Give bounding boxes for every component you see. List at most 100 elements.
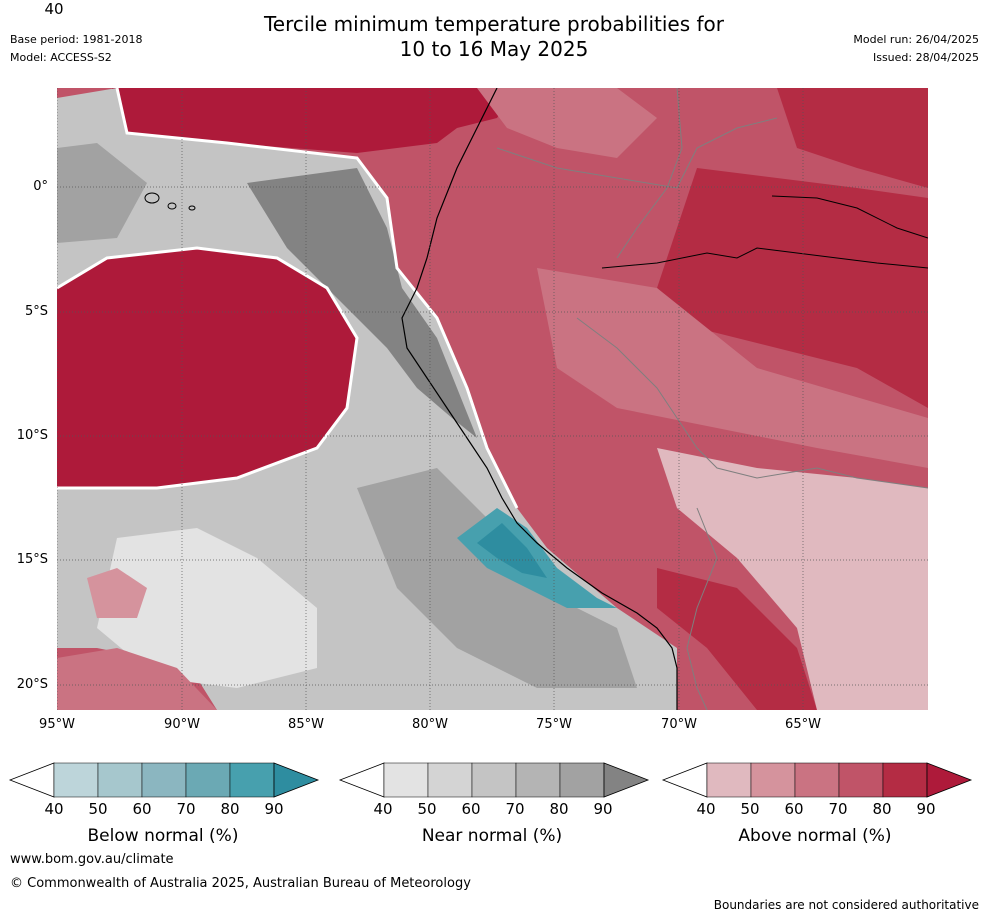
colorbars-svg (8, 762, 973, 798)
region-above-60-70-north (477, 88, 657, 158)
cbar2-tick-90: 90 (916, 800, 936, 818)
cbar0-tick-40: 40 (44, 800, 64, 818)
cbar2-tick-50: 50 (740, 800, 760, 818)
colorbar-min-arrow (661, 762, 708, 798)
lon-label-75w: 75°W (536, 717, 572, 732)
cbar2-tick-80: 80 (872, 800, 892, 818)
region-near-80-galapagos (57, 143, 147, 243)
lon-label-85w: 85°W (288, 717, 324, 732)
lat-label-15s: 15°S (16, 552, 48, 567)
region-above-altiplano (657, 568, 817, 710)
cbar1-tick-90: 90 (593, 800, 613, 818)
cbar1-tick-40: 40 (373, 800, 393, 818)
cbar2-tick-70: 70 (828, 800, 848, 818)
cbar-title-near: Near normal (%) (421, 826, 563, 846)
cbar1-tick-80: 80 (549, 800, 569, 818)
colorbar-segment (559, 762, 605, 798)
region-above-patch (87, 568, 147, 618)
lat-label-20s: 20°S (16, 677, 48, 692)
title-line-2: 10 to 16 May 2025 (399, 37, 589, 61)
region-above-amazon (657, 168, 928, 408)
region-above-west (57, 248, 357, 488)
cbar2-tick-40: 40 (696, 800, 716, 818)
model-run: Model run: 26/04/2025 (853, 33, 979, 46)
border-1 (496, 117, 778, 189)
cbar0-tick-80: 80 (220, 800, 240, 818)
probability-map (57, 88, 928, 710)
lat-label-0: 0° (33, 179, 48, 194)
colorbar-segment (97, 762, 143, 798)
colorbar-segment (515, 762, 561, 798)
lon-label-65w: 65°W (785, 717, 821, 732)
copyright-text: © Commonwealth of Australia 2025, Austra… (10, 876, 471, 891)
region-near-90 (247, 168, 477, 438)
model-name: Model: ACCESS-S2 (10, 51, 112, 64)
colorbar-segment (882, 762, 928, 798)
colorbar-segment (427, 762, 473, 798)
cbar-title-above: Above normal (%) (738, 826, 892, 846)
colorbar-segment (53, 762, 99, 798)
cbar1-tick-50: 50 (417, 800, 437, 818)
colorbar-segment (383, 762, 429, 798)
boundary-contour-north (115, 88, 519, 509)
cbar0-tick: 40 (44, 0, 64, 18)
galapagos-island-1 (144, 192, 160, 204)
galapagos-island-3 (188, 205, 196, 211)
cbar0-tick-70: 70 (176, 800, 196, 818)
river-outline-2 (771, 195, 928, 239)
colorbar-below-normal (8, 762, 320, 798)
map-svg (57, 88, 928, 710)
region-near-80-south (357, 468, 637, 688)
map-title: Tercile minimum temperature probabilitie… (0, 12, 988, 62)
cbar0-tick-90: 90 (264, 800, 284, 818)
cbar0-tick-50: 50 (88, 800, 108, 818)
cbar-title-below: Below normal (%) (87, 826, 239, 846)
colorbar-max-arrow (926, 762, 973, 798)
base-period: Base period: 1981-2018 (10, 33, 143, 46)
colorbar-segment (794, 762, 840, 798)
lon-label-90w: 90°W (164, 717, 200, 732)
gridlines (57, 88, 928, 710)
cbar1-tick-60: 60 (461, 800, 481, 818)
colorbar-segment (141, 762, 187, 798)
colorbar-near-normal (338, 762, 650, 798)
lat-label-10s: 10°S (16, 428, 48, 443)
galapagos-island-2 (167, 202, 177, 210)
coastline (401, 88, 678, 710)
disclaimer-text: Boundaries are not considered authoritat… (713, 898, 979, 912)
issued-date: Issued: 28/04/2025 (872, 51, 979, 64)
region-above-northeast (777, 88, 928, 188)
website-link[interactable]: www.bom.gov.au/climate (10, 852, 174, 867)
lon-label-80w: 80°W (412, 717, 448, 732)
border-4 (616, 88, 683, 259)
region-above-60-70-mid (537, 268, 928, 468)
lat-label-5s: 5°S (24, 304, 48, 319)
colorbar-segment (838, 762, 884, 798)
colorbar-segment (229, 762, 275, 798)
region-below-90 (477, 523, 547, 578)
colorbar-min-arrow (338, 762, 385, 798)
cbar1-tick-70: 70 (505, 800, 525, 818)
region-above-southwest (57, 648, 217, 710)
river-outline (601, 247, 928, 269)
meta-left: Base period: 1981-2018 Model: ACCESS-S2 (10, 31, 142, 67)
cbar0-tick-60: 60 (132, 800, 152, 818)
boundary-contour-west (57, 246, 359, 490)
region-above-40-50-southeast (657, 448, 928, 710)
colorbar-segment (706, 762, 752, 798)
lon-label-70w: 70°W (661, 717, 697, 732)
lon-label-95w: 95°W (39, 717, 75, 732)
border-2 (576, 317, 928, 489)
colorbar-max-arrow (273, 762, 320, 798)
colorbar-segment (750, 762, 796, 798)
title-line-1: Tercile minimum temperature probabilitie… (263, 12, 725, 36)
colorbar-above-normal (661, 762, 973, 798)
colorbar-segment (471, 762, 517, 798)
region-above-nw (112, 88, 517, 153)
colorbar-max-arrow (603, 762, 650, 798)
colorbar-segment (185, 762, 231, 798)
cbar2-tick-60: 60 (784, 800, 804, 818)
meta-right: Model run: 26/04/2025 Issued: 28/04/2025 (853, 31, 979, 67)
border-3 (686, 507, 718, 710)
region-near-40-50-southwest (97, 528, 317, 688)
